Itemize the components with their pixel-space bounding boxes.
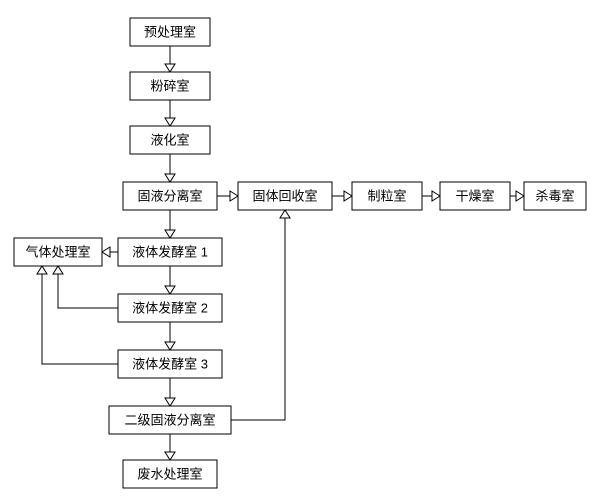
node-sep2: 二级固液分离室 (109, 406, 231, 434)
edge-ferm2-gas (58, 274, 118, 308)
node-label-steril: 杀毒室 (535, 189, 574, 204)
node-gas: 气体处理室 (14, 238, 102, 266)
node-ferm1: 液体发酵室 1 (118, 238, 222, 266)
node-sep1: 固液分离室 (123, 182, 217, 210)
node-label-dry: 干燥室 (455, 189, 494, 204)
arrowhead-ferm1-ferm2 (165, 286, 175, 294)
arrowhead-ferm2-gas (53, 266, 63, 274)
node-label-sep2: 二级固液分离室 (124, 413, 215, 428)
node-label-ferm2: 液体发酵室 2 (132, 301, 208, 316)
flowchart-canvas: 预处理室粉碎室液化室固液分离室 固体回收室 制粒室 干燥室 杀毒室液体发酵室 1 液体发酵… (0, 0, 594, 504)
arrowhead-pellet-dry (432, 191, 440, 201)
node-label-gas: 气体处理室 (25, 245, 90, 260)
edge-ferm3-gas (42, 274, 118, 364)
node-label-solrec: 固体回收室 (252, 189, 317, 204)
node-pre: 预处理室 (130, 18, 210, 46)
node-label-waste: 废水处理室 (137, 467, 202, 482)
arrowhead-ferm3-gas (37, 266, 47, 274)
node-pellet: 制粒室 (352, 182, 422, 210)
arrowhead-sep1-solrec (230, 191, 238, 201)
arrowhead-ferm3-sep2 (165, 398, 175, 406)
node-label-liquefy: 液化室 (150, 133, 189, 148)
node-label-ferm3: 液体发酵室 3 (132, 357, 208, 372)
arrowhead-sep2-solrec (280, 210, 290, 218)
node-label-crush: 粉碎室 (150, 79, 189, 94)
edge-sep2-solrec (231, 218, 285, 420)
arrowhead-crush-liquefy (165, 118, 175, 126)
node-ferm3: 液体发酵室 3 (118, 350, 222, 378)
arrowhead-liquefy-sep1 (165, 174, 175, 182)
node-label-sep1: 固液分离室 (137, 189, 202, 204)
node-label-ferm1: 液体发酵室 1 (132, 245, 208, 260)
arrowhead-solrec-pellet (344, 191, 352, 201)
arrowhead-sep1-ferm1 (165, 230, 175, 238)
arrowhead-pre-crush (165, 64, 175, 72)
node-ferm2: 液体发酵室 2 (118, 294, 222, 322)
arrowhead-ferm2-ferm3 (165, 342, 175, 350)
node-steril: 杀毒室 (524, 182, 586, 210)
node-solrec: 固体回收室 (238, 182, 332, 210)
node-waste: 废水处理室 (123, 460, 217, 488)
node-label-pre: 预处理室 (144, 25, 196, 40)
arrowhead-dry-steril (516, 191, 524, 201)
node-crush: 粉碎室 (130, 72, 210, 100)
node-liquefy: 液化室 (130, 126, 210, 154)
arrowhead-sep2-waste (165, 452, 175, 460)
node-dry: 干燥室 (440, 182, 510, 210)
node-label-pellet: 制粒室 (367, 189, 406, 204)
arrowhead-ferm1-gas (102, 247, 110, 257)
